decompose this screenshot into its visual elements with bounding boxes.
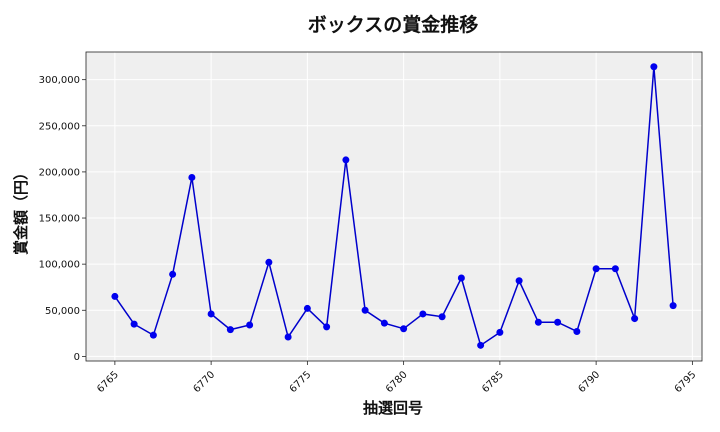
data-point [169,270,177,278]
y-tick-label: 50,000 [45,306,80,317]
data-point [534,318,542,326]
data-point [611,265,619,273]
axes [85,51,703,362]
data-point [573,327,581,335]
x-tick-label: 6795 [673,369,699,395]
data-point [631,315,639,323]
y-axis-ticks: 0 50,000 100,000 150,000 200,000 250,000 300,0… [39,75,86,363]
data-point [457,274,465,282]
y-axis-label: 賞金額（円） [12,165,30,255]
y-tick-label: 250,000 [39,121,80,132]
data-point [323,323,331,331]
data-point [361,306,369,314]
grid-lines [86,52,702,361]
data-point [303,304,311,312]
x-tick-label: 6770 [191,369,217,395]
y-tick-label: 200,000 [39,167,80,178]
data-point [284,333,292,341]
data-point [246,321,254,329]
y-tick-label: 300,000 [39,75,80,86]
data-point [669,302,677,310]
x-tick-label: 6790 [576,369,602,395]
y-tick-label: 0 [74,352,80,363]
data-point [380,319,388,327]
data-point [111,292,119,300]
chart-title: ボックスの賞金推移 [308,13,478,36]
x-tick-label: 6775 [288,369,314,395]
data-point [496,328,504,336]
data-point [130,320,138,328]
y-tick-label: 100,000 [39,260,80,271]
data-point [400,325,408,333]
series-line [114,66,674,347]
x-axis-ticks: 6765 6770 6775 6780 6785 6790 6795 [95,361,698,395]
plot-area [86,52,702,361]
x-tick-label: 6780 [384,369,410,395]
data-point [515,277,523,285]
data-point [342,156,350,164]
data-point [592,265,600,273]
axes-frame [85,51,703,362]
series-group [111,63,677,349]
x-axis-label: 抽選回号 [363,399,423,417]
data-point [226,326,234,334]
data-point [650,63,658,71]
data-point [554,318,562,326]
x-tick-label: 6765 [95,369,121,395]
data-point [419,310,427,318]
y-tick-label: 150,000 [39,214,80,225]
data-point [188,173,196,181]
data-point [265,258,273,266]
data-point [438,313,446,321]
data-point [149,331,157,339]
x-tick-label: 6785 [480,369,506,395]
data-point [477,341,485,349]
data-point [207,310,215,318]
